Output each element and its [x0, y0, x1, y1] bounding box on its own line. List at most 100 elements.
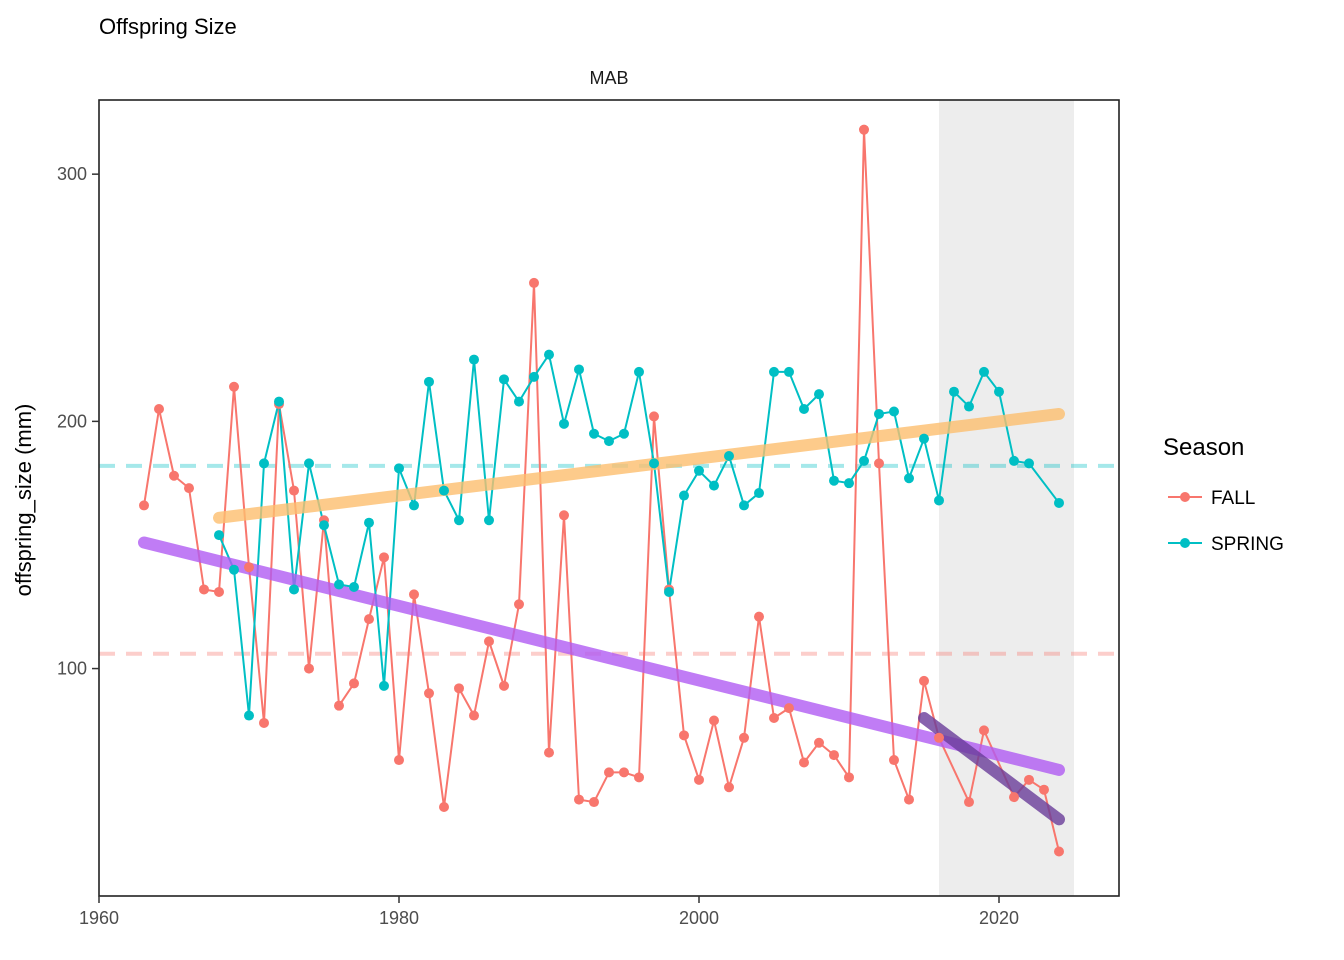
point-fall [874, 458, 884, 469]
point-spring [874, 408, 884, 419]
point-fall [199, 584, 209, 595]
point-spring [349, 581, 359, 592]
point-spring [889, 406, 899, 417]
point-spring [259, 458, 269, 469]
x-tick-label: 2000 [679, 908, 719, 928]
point-spring [604, 436, 614, 447]
point-spring [409, 500, 419, 511]
legend-entry-fall: FALL [1168, 488, 1255, 509]
point-fall [589, 797, 599, 808]
point-spring [379, 680, 389, 691]
point-spring [529, 371, 539, 382]
point-spring [424, 376, 434, 387]
point-fall [259, 717, 269, 728]
y-tick-label: 300 [57, 164, 87, 184]
plot-panel [98, 99, 1120, 897]
point-fall [304, 663, 314, 674]
reference-lines [99, 463, 1119, 656]
point-spring [1009, 455, 1019, 466]
point-fall [814, 737, 824, 748]
point-fall [769, 713, 779, 724]
point-fall [889, 755, 899, 766]
point-spring [589, 428, 599, 439]
point-spring [619, 428, 629, 439]
point-spring [694, 465, 704, 476]
point-fall [184, 483, 194, 494]
y-axis-label: offspring_size (mm) [11, 404, 36, 597]
chart-title: Offspring Size [99, 14, 237, 39]
point-fall [1039, 784, 1049, 795]
legend-key-point [1180, 538, 1190, 548]
point-spring [634, 366, 644, 377]
point-spring [454, 515, 464, 526]
series-points [139, 124, 1064, 857]
point-spring [484, 515, 494, 526]
point-spring [904, 473, 914, 484]
point-spring [859, 455, 869, 466]
point-fall [469, 710, 479, 721]
point-spring [319, 520, 329, 531]
point-fall [229, 381, 239, 392]
x-axis: 1960 1980 2000 2020 [79, 896, 1019, 928]
point-spring [784, 366, 794, 377]
point-spring [469, 354, 479, 365]
point-spring [274, 396, 284, 407]
point-fall [1024, 774, 1034, 785]
point-fall [919, 675, 929, 686]
point-spring [544, 349, 554, 360]
x-tick-label: 1980 [379, 908, 419, 928]
legend-label: FALL [1211, 488, 1255, 509]
legend-label: SPRING [1211, 534, 1284, 555]
point-fall [964, 797, 974, 808]
point-spring [364, 517, 374, 528]
point-fall [439, 802, 449, 813]
legend-key-point [1180, 492, 1190, 502]
legend: Season FALL SPRING [1163, 434, 1284, 555]
point-spring [394, 463, 404, 474]
trend-line-2 [138, 536, 1065, 776]
point-spring [739, 500, 749, 511]
point-fall [619, 767, 629, 778]
point-spring [289, 584, 299, 595]
point-fall [529, 277, 539, 288]
point-spring [919, 433, 929, 444]
point-spring [814, 389, 824, 400]
series-lines [143, 128, 1060, 852]
point-fall [754, 611, 764, 622]
point-fall [154, 404, 164, 415]
point-spring [244, 710, 254, 721]
point-spring [1024, 458, 1034, 469]
point-spring [1054, 497, 1064, 508]
point-spring [754, 488, 764, 499]
point-fall [934, 732, 944, 743]
point-spring [724, 450, 734, 461]
point-fall [514, 599, 524, 610]
series-line-spring [218, 353, 1060, 717]
point-fall [559, 510, 569, 521]
point-spring [304, 458, 314, 469]
trend-line-3 [918, 712, 1065, 826]
point-spring [949, 386, 959, 397]
point-fall [139, 500, 149, 511]
point-fall [574, 794, 584, 805]
point-fall [844, 772, 854, 783]
point-fall [289, 485, 299, 496]
point-fall [349, 678, 359, 689]
legend-title: Season [1163, 434, 1244, 461]
point-spring [709, 480, 719, 491]
legend-entry-spring: SPRING [1168, 534, 1284, 555]
point-spring [649, 458, 659, 469]
point-spring [439, 485, 449, 496]
panel-border [98, 99, 1120, 897]
y-tick-label: 100 [57, 659, 87, 679]
x-tick-label: 1960 [79, 908, 119, 928]
point-fall [424, 688, 434, 699]
point-fall [334, 700, 344, 711]
point-fall [679, 730, 689, 741]
facet-label: MAB [589, 68, 628, 88]
point-spring [499, 374, 509, 385]
y-axis: 100 200 300 [57, 164, 99, 679]
point-fall [379, 552, 389, 563]
trend-lines [138, 407, 1065, 826]
